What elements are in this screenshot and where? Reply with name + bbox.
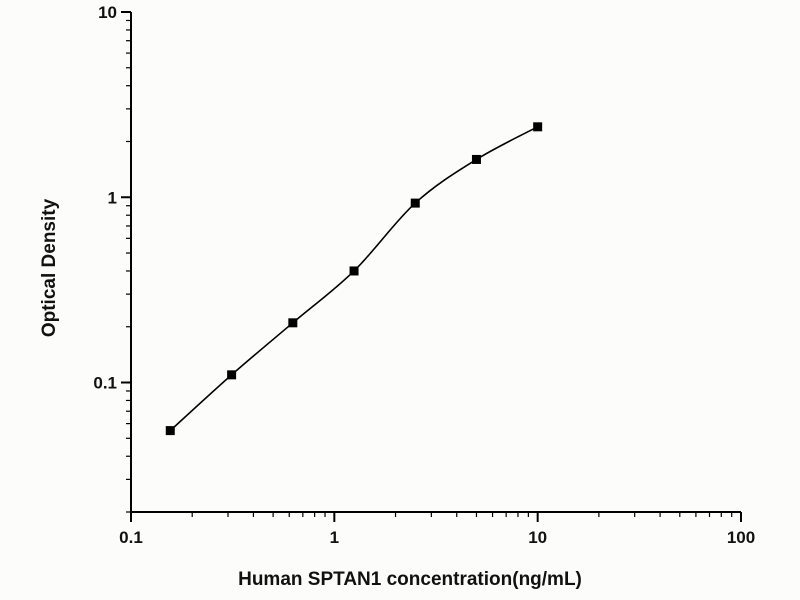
x-tick-label: 0.1 <box>119 528 143 547</box>
y-tick-label: 10 <box>98 3 117 22</box>
y-axis-title: Optical Density <box>39 198 60 337</box>
data-point-marker <box>227 370 237 380</box>
data-point-marker <box>471 154 481 164</box>
standard-curve-line <box>169 126 539 432</box>
x-tick-label: 100 <box>727 528 755 547</box>
data-point-marker <box>288 318 298 328</box>
y-tick-label: 1 <box>108 188 117 207</box>
plot-area: 0.1 1 10 100 0.1 1 10 <box>93 3 755 547</box>
data-point-marker <box>410 198 420 208</box>
x-axis-title: Human SPTAN1 concentration(ng/mL) <box>238 569 582 590</box>
y-tick-label: 0.1 <box>93 374 117 393</box>
data-point-marker <box>533 122 543 132</box>
data-point-marker <box>165 426 175 436</box>
x-tick-label: 1 <box>330 528 339 547</box>
data-point-marker <box>349 266 359 276</box>
x-tick-label: 10 <box>528 528 547 547</box>
